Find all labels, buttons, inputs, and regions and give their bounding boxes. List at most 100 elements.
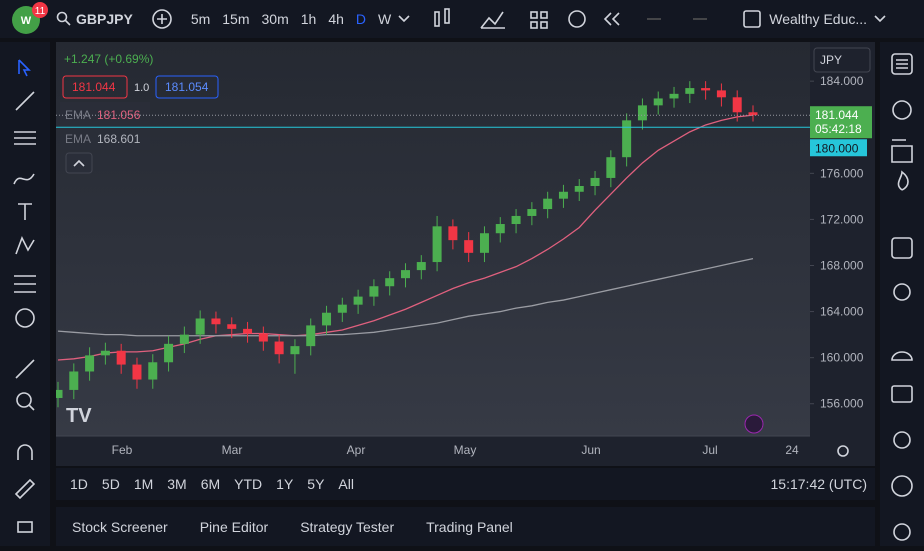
badge: 11 — [35, 6, 46, 17]
candle-body — [274, 341, 284, 355]
range-bar: 1D 5D 1M 3M 6M YTD 1Y 5Y All 15:17:42 (UTC) — [56, 468, 875, 500]
y-tick-label: 156.000 — [820, 397, 864, 411]
layout-checkbox[interactable] — [741, 8, 763, 30]
candle-body — [85, 355, 95, 372]
interval[interactable]: 4h — [328, 11, 344, 27]
chart[interactable]: JPY +1.247 (+0.69%) 181.044 1.0 181.054 … — [56, 42, 875, 466]
interval[interactable]: 30m — [261, 11, 289, 27]
symbol[interactable]: GBPJPY — [76, 11, 133, 27]
candle-body — [164, 343, 174, 363]
indicator-name: EMA — [65, 132, 91, 146]
candle-body — [116, 350, 126, 365]
svg-text:W: W — [21, 15, 32, 27]
widget-icons[interactable] — [880, 42, 924, 546]
left-toolbar — [0, 42, 50, 546]
candle-body — [227, 324, 237, 329]
candle-body — [495, 224, 505, 234]
y-tick-label: 168.000 — [820, 258, 864, 272]
range-button[interactable]: 1D — [70, 476, 88, 492]
panel-tab[interactable]: Trading Panel — [426, 518, 513, 535]
tool-icons[interactable] — [411, 0, 741, 38]
candle-body — [590, 177, 600, 187]
candle-body — [637, 105, 647, 121]
indicator-value: 168.601 — [97, 132, 141, 146]
candle-body — [353, 296, 363, 305]
range-button[interactable]: 1Y — [276, 476, 294, 492]
alert-label: 180.000 — [815, 141, 859, 155]
candle-body — [669, 93, 679, 99]
interval[interactable]: W — [378, 11, 392, 27]
range-button[interactable]: All — [338, 476, 354, 492]
lightning-icon[interactable] — [744, 414, 764, 434]
ema-line — [57, 114, 754, 361]
x-tick-label: May — [454, 443, 477, 457]
range-button[interactable]: 5Y — [307, 476, 325, 492]
legend: +1.247 (+0.69%) 181.044 1.0 181.054 EMA … — [60, 52, 219, 174]
interval-menu[interactable] — [397, 14, 411, 24]
tv-logo: TV — [66, 405, 92, 427]
range-button[interactable]: 6M — [200, 476, 221, 492]
y-tick-label: 164.000 — [820, 305, 864, 319]
interval[interactable]: 1h — [300, 11, 317, 27]
range-button[interactable]: 5D — [101, 476, 120, 492]
candle-body — [416, 262, 426, 271]
candle-body — [685, 88, 695, 94]
price-tag — [810, 106, 872, 139]
alert-tag — [810, 139, 867, 157]
layout-menu[interactable] — [873, 14, 887, 24]
add-symbol[interactable] — [151, 8, 173, 30]
interval[interactable]: D — [355, 11, 367, 27]
candle-body — [290, 346, 300, 355]
right-toolbar — [880, 42, 924, 546]
candle-body — [179, 334, 189, 344]
candle-body — [401, 270, 410, 279]
candle-body — [479, 233, 489, 253]
candle-body — [211, 318, 221, 325]
candle-body — [732, 97, 742, 113]
candle-body — [69, 371, 79, 390]
panel-tab[interactable]: Pine Editor — [199, 518, 269, 535]
candle-body — [511, 215, 521, 225]
drawing-tools[interactable] — [0, 42, 50, 546]
clock[interactable]: 15:17:42 (UTC) — [770, 476, 867, 492]
bid: 181.044 — [72, 80, 116, 94]
search-icon[interactable] — [56, 11, 72, 27]
range-button[interactable]: YTD — [234, 476, 263, 492]
indicator-name: EMA — [65, 108, 91, 122]
candle-body — [653, 98, 663, 106]
candle-body — [148, 362, 158, 380]
panel-tab[interactable]: Stock Screener — [72, 518, 168, 535]
candle-body — [558, 191, 568, 199]
x-tick-label: Feb — [112, 443, 133, 457]
candle-body — [258, 333, 268, 342]
y-tick-label: 184.000 — [820, 74, 864, 88]
last-price: 181.044 — [815, 108, 859, 122]
x-tick-label: Apr — [347, 443, 366, 457]
layout-name[interactable]: Wealthy Educ... — [769, 11, 868, 27]
currency-box[interactable] — [813, 47, 871, 73]
panel-tab[interactable]: Strategy Tester — [300, 518, 395, 535]
candle-body — [195, 318, 205, 335]
candle-body — [56, 389, 63, 398]
settings-icon[interactable] — [837, 445, 849, 457]
candle-body — [132, 364, 142, 380]
interval[interactable]: 15m — [222, 11, 250, 27]
collapse-legend[interactable] — [65, 152, 93, 174]
ask-box[interactable] — [155, 75, 219, 99]
y-tick-label: 172.000 — [820, 212, 864, 226]
candle-body — [306, 325, 316, 347]
spread: 1.0 — [134, 82, 149, 94]
candle-body — [543, 198, 553, 210]
candle-body — [448, 226, 458, 241]
x-tick-label: 24 — [785, 443, 799, 457]
interval[interactable]: 5m — [190, 11, 211, 27]
y-tick-label: 160.000 — [820, 351, 864, 365]
logo[interactable]: W11 — [0, 0, 56, 38]
bid-box[interactable] — [62, 75, 128, 99]
candle-body — [322, 312, 332, 326]
candle-body — [432, 226, 442, 263]
time-axis — [56, 436, 810, 466]
range-button[interactable]: 1M — [133, 476, 154, 492]
range-button[interactable]: 3M — [167, 476, 187, 492]
